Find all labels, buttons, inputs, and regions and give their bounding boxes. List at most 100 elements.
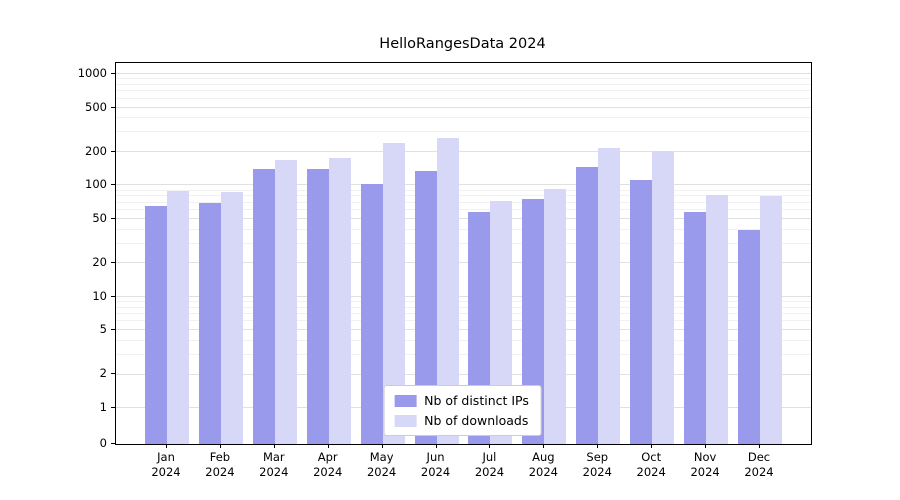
x-axis-tick-label: Dec 2024 xyxy=(744,450,774,479)
bar-downloads xyxy=(274,159,297,444)
legend-entry: Nb of downloads xyxy=(394,413,529,428)
bar-distinct-ips xyxy=(198,202,221,444)
x-axis-tick-label: Nov 2024 xyxy=(690,450,720,479)
gridline xyxy=(116,106,811,108)
minor-gridline xyxy=(116,117,811,119)
bar-downloads xyxy=(598,148,621,444)
minor-gridline xyxy=(116,320,811,322)
gridline xyxy=(116,217,811,219)
minor-gridline xyxy=(116,189,811,191)
legend-label: Nb of distinct IPs xyxy=(424,393,529,408)
x-axis-tick-label: May 2024 xyxy=(366,450,397,479)
y-axis-tick-label: 1000 xyxy=(77,66,107,81)
x-axis-tick-label: Apr 2024 xyxy=(313,450,343,479)
x-axis-tick-label: Feb 2024 xyxy=(205,450,235,479)
minor-gridline xyxy=(116,242,811,244)
y-axis-tick-mark xyxy=(111,295,115,297)
legend-swatch xyxy=(394,414,417,427)
x-axis-tick-mark xyxy=(381,444,383,448)
gridline xyxy=(116,373,811,375)
y-axis-tick-label: 2 xyxy=(99,366,107,381)
x-axis-tick-mark xyxy=(651,444,653,448)
minor-gridline xyxy=(116,306,811,308)
bar-downloads xyxy=(382,143,405,444)
bar-downloads xyxy=(436,138,459,444)
legend-swatch xyxy=(394,394,417,407)
bar-distinct-ips xyxy=(306,169,329,444)
minor-gridline xyxy=(116,90,811,92)
gridline xyxy=(116,184,811,186)
bar-downloads xyxy=(490,201,513,444)
y-axis-tick-mark xyxy=(111,106,115,108)
y-axis-tick-mark xyxy=(111,217,115,219)
y-axis-tick-label: 10 xyxy=(92,288,107,303)
bar-downloads xyxy=(220,191,243,444)
x-axis-tick-label: Mar 2024 xyxy=(259,450,289,479)
bar-distinct-ips xyxy=(522,199,545,444)
chart-title: HelloRangesData 2024 xyxy=(379,36,546,52)
bar-distinct-ips xyxy=(684,211,707,444)
gridline xyxy=(116,295,811,297)
y-axis-tick-mark xyxy=(111,150,115,152)
minor-gridline xyxy=(116,78,811,80)
bar-downloads xyxy=(706,195,729,444)
gridline xyxy=(116,262,811,264)
y-axis-tick-label: 5 xyxy=(99,322,107,337)
y-axis-tick-mark xyxy=(111,407,115,408)
y-axis-tick-mark xyxy=(111,329,115,331)
minor-gridline xyxy=(116,131,811,133)
x-axis-tick-label: Jul 2024 xyxy=(474,450,505,479)
bar-downloads xyxy=(328,158,351,444)
y-axis-tick-label: 100 xyxy=(85,177,107,192)
minor-gridline xyxy=(116,300,811,302)
x-axis-tick-mark xyxy=(219,444,221,448)
minor-gridline xyxy=(116,83,811,85)
y-axis-tick-label: 50 xyxy=(92,210,107,225)
bar-distinct-ips xyxy=(145,206,167,444)
gridline xyxy=(116,150,811,152)
x-axis-tick-mark xyxy=(166,444,167,448)
y-axis-tick-label: 200 xyxy=(85,143,107,158)
x-axis-tick-label: Aug 2024 xyxy=(528,450,558,479)
legend-label: Nb of downloads xyxy=(424,413,529,428)
minor-gridline xyxy=(116,97,811,99)
bar-distinct-ips xyxy=(252,169,275,444)
minor-gridline xyxy=(116,195,811,197)
gridline xyxy=(116,73,811,75)
legend: Nb of distinct IPs Nb of downloads xyxy=(383,385,542,436)
bar-distinct-ips xyxy=(630,179,653,444)
x-axis-tick-mark xyxy=(273,444,275,448)
y-axis-tick-label: 1 xyxy=(99,400,107,414)
x-axis-tick-label: Oct 2024 xyxy=(636,450,666,479)
bar-distinct-ips xyxy=(360,183,383,444)
x-axis-tick-label: Sep 2024 xyxy=(582,450,612,479)
minor-gridline xyxy=(116,353,811,355)
y-axis-tick-mark xyxy=(111,443,115,444)
minor-gridline xyxy=(116,201,811,203)
x-axis-tick-mark xyxy=(759,444,760,448)
x-axis-tick-mark xyxy=(597,444,599,448)
y-axis-tick-mark xyxy=(111,373,115,375)
y-axis-tick-label: 0 xyxy=(99,436,107,450)
bar-distinct-ips xyxy=(738,229,760,444)
bar-downloads xyxy=(760,196,782,444)
minor-gridline xyxy=(116,340,811,341)
y-axis-tick-mark xyxy=(111,73,115,75)
minor-gridline xyxy=(116,209,811,211)
bar-distinct-ips xyxy=(576,167,599,444)
y-axis-tick-mark xyxy=(111,184,115,186)
bar-downloads xyxy=(544,188,567,444)
bar-downloads xyxy=(652,150,675,444)
gridline xyxy=(116,329,811,331)
x-axis-tick-mark xyxy=(327,444,329,448)
x-axis-tick-mark xyxy=(489,444,491,448)
x-axis-tick-label: Jan 2024 xyxy=(151,450,181,479)
legend-entry: Nb of distinct IPs xyxy=(394,393,529,408)
plot-area xyxy=(115,62,812,445)
x-axis-tick-mark xyxy=(435,444,437,448)
x-axis-tick-mark xyxy=(705,444,707,448)
y-axis-tick-label: 500 xyxy=(85,99,107,114)
y-axis-tick-mark xyxy=(111,262,115,264)
y-axis-tick-label: 20 xyxy=(92,255,107,270)
